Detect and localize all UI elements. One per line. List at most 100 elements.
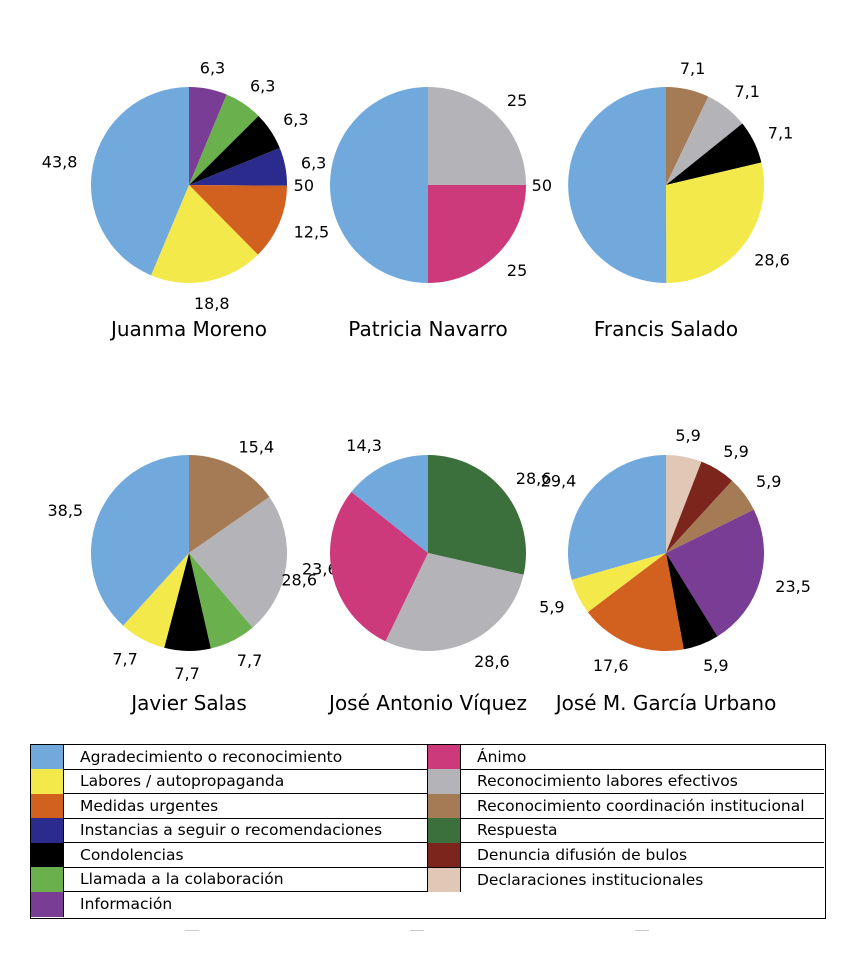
pie-data-label: 23,5 xyxy=(775,577,811,596)
faint-mark xyxy=(185,930,199,931)
pie-slice-llamada xyxy=(189,553,253,649)
legend-item-labores: Labores / autopropaganda xyxy=(31,769,428,794)
legend-item-declaraciones: Declaraciones institucionales xyxy=(428,867,824,892)
pie-chart: 25 25 50 Patricia Navarro xyxy=(294,87,527,341)
pie-title: Javier Salas xyxy=(129,691,247,715)
pie-slice-condolencias xyxy=(666,553,718,650)
legend-swatch xyxy=(428,744,461,769)
pie-slice-respuesta xyxy=(428,455,526,575)
pie-data-label: 7,7 xyxy=(112,650,137,669)
legend-divider xyxy=(427,745,428,892)
pie-slice-labores xyxy=(666,162,764,283)
pie-title: Juanma Moreno xyxy=(109,317,267,341)
legend-label: Labores / autopropaganda xyxy=(80,772,285,791)
legend-label: Ánimo xyxy=(477,747,527,766)
pie-data-label: 17,6 xyxy=(593,656,629,675)
pie-slice-llamada xyxy=(189,94,259,185)
pie-slice-animo xyxy=(330,491,428,642)
pie-data-label: 28,6 xyxy=(474,652,510,671)
legend-label: Condolencias xyxy=(80,845,184,864)
pie-slice-reconocimiento_labores xyxy=(385,553,524,651)
pie-slice-condolencias xyxy=(666,123,762,185)
pie-data-label: 38,5 xyxy=(47,501,83,520)
legend-label: Reconocimiento coordinación instituciona… xyxy=(477,796,805,815)
pie-slice-medidas xyxy=(189,185,287,255)
pie-data-label: 7,1 xyxy=(768,123,793,142)
pie-slice-informacion xyxy=(666,509,765,637)
pie-slice-agradecimiento xyxy=(330,87,428,283)
legend-swatch xyxy=(31,842,64,867)
pie-data-label: 25 xyxy=(507,91,527,110)
pie-data-label: 6,3 xyxy=(283,110,308,129)
legend-item-respuesta: Respuesta xyxy=(428,818,824,843)
legend-label: Denuncia difusión de bulos xyxy=(477,845,688,864)
pie-slice-reconocimiento_labores xyxy=(428,87,526,185)
pie-data-label: 5,9 xyxy=(756,472,781,491)
legend-label: Respuesta xyxy=(477,821,558,840)
legend-swatch xyxy=(428,867,461,892)
pie-slice-labores xyxy=(123,553,189,648)
pie-slice-agradecimiento xyxy=(90,87,189,276)
pie-chart: 15,4 23,6 7,7 7,7 7,7 38,5 Javier Salas xyxy=(47,438,337,715)
legend-label: Declaraciones institucionales xyxy=(477,870,704,889)
pie-slice-denuncia xyxy=(666,461,733,553)
pie-slice-reconocimiento_coordinacion xyxy=(666,480,754,553)
legend-swatch xyxy=(428,793,461,818)
pie-slice-condolencias xyxy=(164,553,211,651)
pie-slice-reconocimiento_labores xyxy=(666,96,743,185)
legend-swatch xyxy=(31,744,64,769)
legend-swatch xyxy=(31,818,64,843)
pie-data-label: 23,6 xyxy=(302,559,338,578)
pie-slice-medidas xyxy=(587,553,684,652)
legend: Agradecimiento o reconocimiento Labores /… xyxy=(30,744,826,919)
pie-slice-labores xyxy=(151,185,258,284)
pie-data-label: 15,4 xyxy=(239,438,275,457)
pie-chart: 28,6 28,6 28,6 14,3 José Antonio Víquez xyxy=(281,436,551,715)
pie-chart: 6,3 6,3 6,3 6,3 12,5 18,8 43,8 Juanma Moreno xyxy=(42,58,329,341)
pie-data-label: 5,9 xyxy=(723,442,748,461)
pie-data-label: 50 xyxy=(294,176,314,195)
faint-mark xyxy=(410,930,424,931)
pie-data-label: 25 xyxy=(507,261,527,280)
legend-swatch xyxy=(31,769,64,794)
pie-chart: 5,9 5,9 5,9 23,5 5,9 17,6 5,9 29,4 José M. Garcí… xyxy=(539,426,811,715)
pie-title: José M. García Urbano xyxy=(554,691,777,715)
legend-swatch xyxy=(31,867,64,892)
pie-slice-reconocimiento_labores xyxy=(189,496,287,628)
pie-slice-informacion xyxy=(189,87,227,185)
legend-item-llamada: Llamada a la colaboración xyxy=(31,867,428,892)
pie-title: José Antonio Víquez xyxy=(327,691,527,715)
pie-slice-agradecimiento xyxy=(567,455,666,580)
pie-data-label: 5,9 xyxy=(539,598,564,617)
pie-data-label: 43,8 xyxy=(42,152,78,171)
pie-data-label: 28,6 xyxy=(516,469,552,488)
pie-slice-agradecimiento xyxy=(351,455,428,553)
pie-data-label: 7,1 xyxy=(680,59,705,78)
pie-slice-declaraciones xyxy=(666,455,702,553)
pie-data-label: 28,6 xyxy=(281,571,317,590)
pie-data-label: 7,1 xyxy=(735,82,760,101)
pie-slice-agradecimiento xyxy=(91,455,189,626)
pie-data-label: 6,3 xyxy=(250,76,275,95)
pie-data-label: 5,9 xyxy=(675,426,700,445)
legend-label: Llamada a la colaboración xyxy=(80,870,284,889)
pie-slice-reconocimiento_coordinacion xyxy=(189,455,270,553)
pie-data-label: 18,8 xyxy=(194,294,230,313)
pie-data-label: 50 xyxy=(532,176,552,195)
pie-data-label: 5,9 xyxy=(703,656,728,675)
faint-mark xyxy=(635,930,649,931)
legend-swatch xyxy=(428,769,461,794)
legend-item-denuncia: Denuncia difusión de bulos xyxy=(428,842,824,868)
legend-item-agradecimiento: Agradecimiento o reconocimiento xyxy=(31,744,428,770)
pie-slice-reconocimiento_coordinacion xyxy=(666,87,709,185)
legend-swatch xyxy=(31,892,64,917)
pie-title: Francis Salado xyxy=(594,317,738,341)
legend-swatch xyxy=(428,842,461,867)
pie-data-label: 6,3 xyxy=(301,153,326,172)
pie-slice-animo xyxy=(428,185,526,283)
legend-label: Medidas urgentes xyxy=(80,796,219,815)
pie-data-label: 6,3 xyxy=(200,58,225,77)
pie-slice-instancias xyxy=(189,148,288,186)
legend-label: Agradecimiento o reconocimiento xyxy=(80,747,343,766)
